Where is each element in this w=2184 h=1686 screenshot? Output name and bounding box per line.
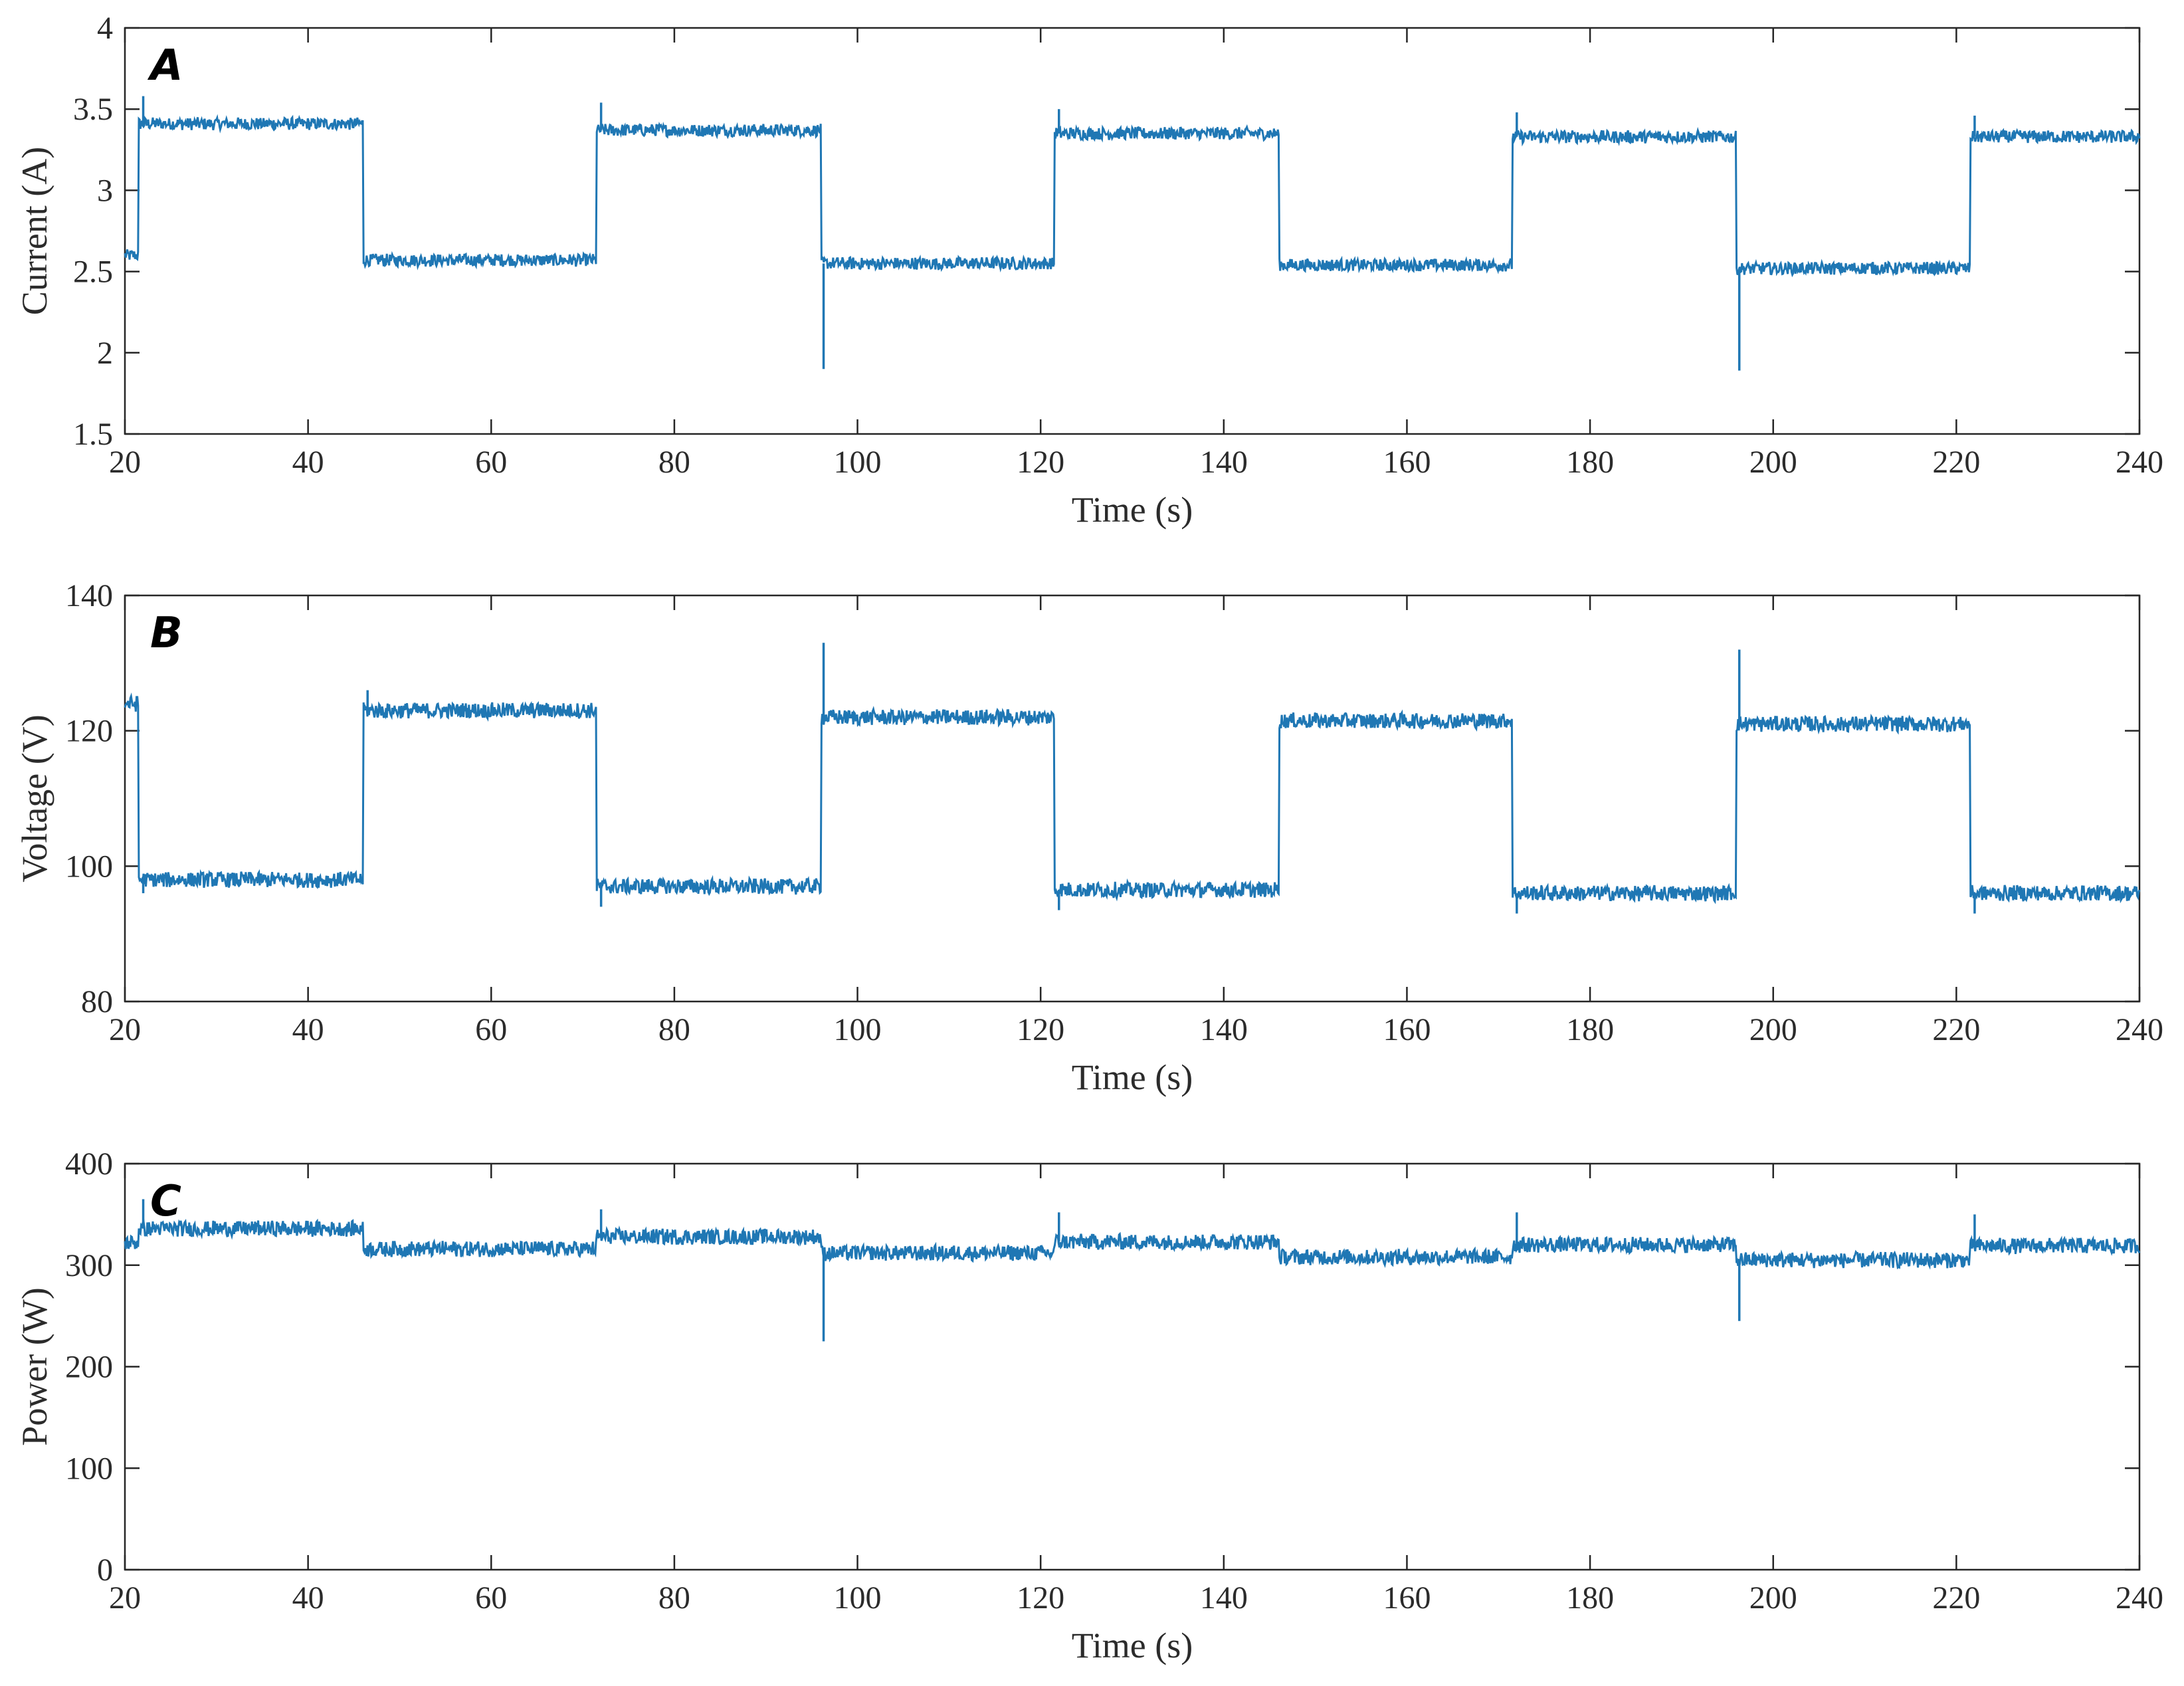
x-tick-label: 120	[1017, 1580, 1064, 1616]
x-tick-label: 240	[2116, 1012, 2163, 1047]
y-tick-label: 2	[97, 336, 113, 371]
y-tick-label: 3	[97, 173, 113, 208]
y-tick-label: 80	[81, 984, 113, 1019]
axes-frame	[124, 27, 2141, 435]
y-tick-label: 3.5	[73, 92, 113, 127]
y-tick-label: 200	[65, 1350, 113, 1385]
x-tick-label: 200	[1749, 1580, 1797, 1616]
x-axis-label: Time (s)	[1072, 490, 1193, 530]
y-tick-label: 100	[65, 1451, 113, 1486]
y-tick-label: 140	[65, 578, 113, 613]
panel-a: 20 40 60 80 100 120 140 160 180 200 220 240 1.5 2 2.5 3…	[15, 11, 2163, 530]
x-tick-label: 220	[1932, 1012, 1980, 1047]
y-axis-label: Current (A)	[15, 147, 54, 315]
y-tick-label: 1.5	[73, 417, 113, 452]
panel-letter: A	[147, 41, 183, 90]
x-tick-label: 220	[1932, 445, 1980, 480]
panel-letter: B	[150, 609, 183, 658]
x-tick-label: 160	[1383, 1012, 1431, 1047]
panel-b: 20 40 60 80 100 120 140 160 180 200 220 240 80 100 120…	[15, 578, 2163, 1097]
panel-letter: C	[150, 1177, 181, 1226]
y-tick-label: 120	[65, 714, 113, 749]
x-tick-label: 120	[1017, 445, 1064, 480]
x-tick-label: 20	[109, 445, 141, 480]
x-tick-label: 20	[109, 1012, 141, 1047]
y-axis-label: Power (W)	[15, 1287, 54, 1445]
series-line-current	[124, 114, 2141, 278]
y-tick-label: 4	[97, 11, 113, 46]
x-tick-label: 140	[1200, 445, 1248, 480]
x-axis-label: Time (s)	[1072, 1626, 1193, 1665]
y-tick-label: 2.5	[73, 255, 113, 290]
x-tick-label: 40	[292, 1012, 324, 1047]
x-tick-label: 100	[834, 1012, 882, 1047]
y-tick-label: 400	[65, 1146, 113, 1182]
x-tick-label: 240	[2116, 445, 2163, 480]
x-tick-label: 240	[2116, 1580, 2163, 1616]
x-tick-label: 140	[1200, 1580, 1248, 1616]
x-tick-label: 180	[1566, 1012, 1614, 1047]
y-tick-label: 0	[97, 1552, 113, 1588]
x-axis-label: Time (s)	[1072, 1057, 1193, 1097]
y-axis-label: Voltage (V)	[15, 714, 54, 882]
x-tick-label: 80	[658, 445, 690, 480]
series-line-voltage	[124, 692, 2141, 904]
x-tick-label: 220	[1932, 1580, 1980, 1616]
x-tick-label: 60	[475, 1012, 507, 1047]
x-tick-label: 20	[109, 1580, 141, 1616]
x-tick-label: 140	[1200, 1012, 1248, 1047]
x-tick-label: 100	[834, 445, 882, 480]
x-tick-label: 160	[1383, 445, 1431, 480]
panel-c: 20 40 60 80 100 120 140 160 180 200 220 240 0 100 200 3…	[15, 1146, 2163, 1665]
series-line-power	[124, 1217, 2141, 1270]
y-tick-label: 100	[65, 849, 113, 884]
x-tick-label: 100	[834, 1580, 882, 1616]
x-tick-label: 60	[475, 445, 507, 480]
x-tick-label: 80	[658, 1580, 690, 1616]
x-tick-label: 60	[475, 1580, 507, 1616]
y-tick-label: 300	[65, 1248, 113, 1283]
x-tick-label: 40	[292, 445, 324, 480]
x-tick-label: 200	[1749, 445, 1797, 480]
axes-frame	[124, 594, 2141, 1003]
x-tick-label: 160	[1383, 1580, 1431, 1616]
x-tick-label: 120	[1017, 1012, 1064, 1047]
x-tick-label: 200	[1749, 1012, 1797, 1047]
x-tick-label: 180	[1566, 445, 1614, 480]
x-tick-label: 80	[658, 1012, 690, 1047]
x-tick-label: 180	[1566, 1580, 1614, 1616]
x-tick-label: 40	[292, 1580, 324, 1616]
